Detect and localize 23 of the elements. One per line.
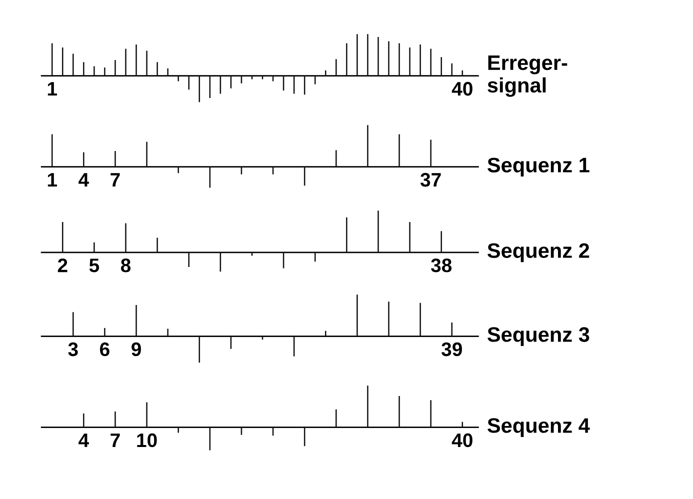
x-tick-label: 8 [120, 258, 131, 272]
x-tick-label: 5 [89, 258, 100, 272]
x-tick-label: 38 [430, 258, 452, 272]
x-tick-label: 1 [48, 173, 57, 186]
x-tick-label: 1 [48, 82, 57, 96]
x-tick-label: 40 [452, 82, 472, 96]
text: Erreger- signal [488, 56, 568, 97]
text: Sequenz 3 [488, 327, 590, 346]
x-tick-label: 4 [78, 173, 89, 186]
x-tick-label: 7 [110, 434, 120, 447]
x-tick-label: 2 [58, 258, 68, 272]
x-tick-label: 37 [420, 172, 441, 187]
x-tick-label: 9 [132, 342, 141, 356]
x-tick-label: 40 [452, 433, 472, 448]
x-tick-label: 3 [68, 342, 78, 356]
text: Sequenz 4 [488, 418, 590, 438]
x-tick-label: 10 [137, 433, 157, 448]
x-tick-label: 6 [100, 342, 110, 356]
text: Sequenz 2 [488, 243, 590, 262]
x-tick-label: 4 [78, 434, 89, 447]
x-tick-label: 7 [110, 173, 120, 186]
text: Sequenz 1 [488, 158, 590, 177]
x-tick-label: 39 [442, 342, 462, 356]
